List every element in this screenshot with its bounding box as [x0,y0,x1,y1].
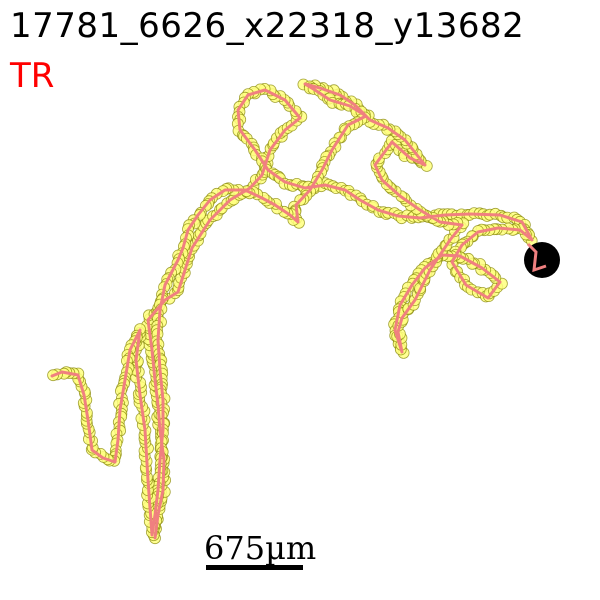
track-tag: TR [10,56,55,96]
end-hook-path [526,242,547,273]
scale-bar-label: 675µm [204,529,317,567]
track-markers [47,78,538,545]
scale-bar [206,565,303,570]
track-path [50,82,534,540]
track-title: 17781_6626_x22318_y13682 [10,6,525,46]
